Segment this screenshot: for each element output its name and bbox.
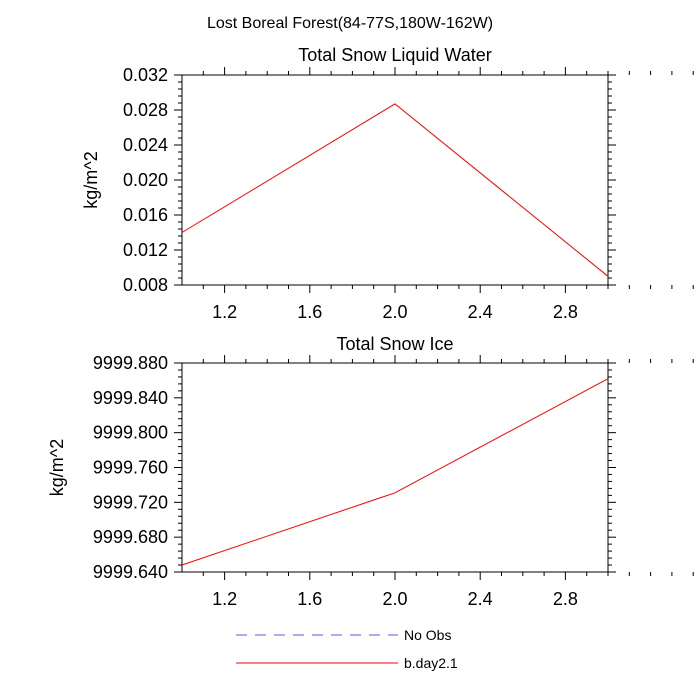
y-tick-label: 0.016	[123, 205, 168, 225]
y-tick-label: 9999.720	[93, 492, 168, 512]
x-tick-label: 1.6	[297, 302, 322, 322]
x-tick-label: 2.0	[382, 589, 407, 609]
x-tick-label: 1.2	[212, 589, 237, 609]
y-axis-label: kg/m^2	[81, 151, 101, 208]
y-tick-label: 9999.760	[93, 458, 168, 478]
y-tick-label: 9999.840	[93, 388, 168, 408]
series-line-b-day2-1	[181, 378, 609, 566]
series-line-b-day2-1	[181, 103, 609, 277]
legend: No Obs b.day2.1	[236, 627, 458, 671]
plot-frame	[181, 362, 609, 573]
figure-title: Lost Boreal Forest(84-77S,180W-162W)	[207, 15, 493, 32]
legend-label: No Obs	[404, 627, 451, 643]
y-tick-label: 9999.880	[93, 353, 168, 373]
panel-title: Total Snow Ice	[336, 334, 453, 354]
y-axis-label: kg/m^2	[47, 439, 67, 496]
plot-frame	[181, 74, 609, 286]
y-tick-label: 0.020	[123, 170, 168, 190]
x-tick-label: 2.8	[553, 589, 578, 609]
y-tick-label: 9999.640	[93, 562, 168, 582]
x-tick-label: 2.4	[468, 589, 493, 609]
x-tick-label: 2.0	[382, 302, 407, 322]
panel-total-snow-liquid-water: Total Snow Liquid Water kg/m^2 1.2 1.6 2.0 2.…	[81, 45, 694, 322]
y-tick-label: 0.028	[123, 100, 168, 120]
x-tick-label: 2.8	[553, 302, 578, 322]
y-tick-label: 0.032	[123, 65, 168, 85]
y-tick-label: 0.024	[123, 135, 168, 155]
x-tick-label: 2.4	[468, 302, 493, 322]
legend-label: b.day2.1	[404, 655, 458, 671]
y-tick-label: 0.012	[123, 240, 168, 260]
panel-total-snow-ice: Total Snow Ice kg/m^2 1.2 1.6 2.0 2.4 2.8 9999.…	[47, 334, 694, 609]
y-tick-label: 9999.680	[93, 527, 168, 547]
y-tick-label: 0.008	[123, 275, 168, 295]
y-tick-label: 9999.800	[93, 423, 168, 443]
panel-title: Total Snow Liquid Water	[298, 45, 491, 65]
x-tick-label: 1.6	[297, 589, 322, 609]
x-tick-label: 1.2	[212, 302, 237, 322]
